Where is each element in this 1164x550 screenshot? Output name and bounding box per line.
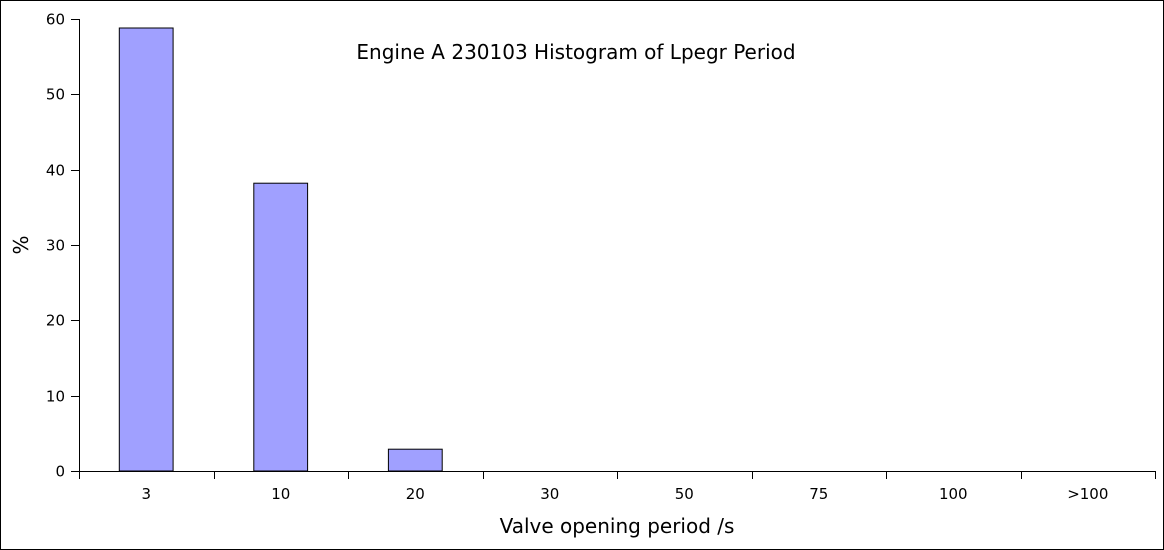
x-tick-label: 10 — [271, 485, 290, 503]
y-tick-label: 40 — [46, 162, 65, 180]
bars-group — [118, 27, 443, 472]
y-axis-title: % — [9, 235, 33, 254]
x-tick-label: 3 — [142, 485, 152, 503]
x-tick-label: 100 — [939, 485, 968, 503]
x-tick-label: >100 — [1067, 485, 1108, 503]
y-tick-label: 50 — [46, 86, 65, 104]
y-ticks-group: 0 10 20 30 40 50 60 — [46, 11, 79, 481]
x-ticks-group: 3 10 20 30 50 75 100 >100 — [79, 471, 1156, 503]
y-tick-label: 30 — [46, 237, 65, 255]
x-tick-label: 20 — [406, 485, 425, 503]
chart-title: Engine A 230103 Histogram of Lpegr Perio… — [356, 40, 795, 64]
x-tick-label: 75 — [809, 485, 828, 503]
bar-2 — [253, 182, 309, 472]
x-axis-title: Valve opening period /s — [500, 514, 735, 538]
x-tick-label: 50 — [675, 485, 694, 503]
y-tick-label: 60 — [46, 11, 65, 29]
bar-3 — [387, 448, 443, 472]
y-tick-label: 20 — [46, 312, 65, 330]
y-tick-label: 10 — [46, 388, 65, 406]
y-tick-label: 0 — [55, 463, 65, 481]
x-tick-label: 30 — [540, 485, 559, 503]
bar-1 — [118, 27, 174, 472]
